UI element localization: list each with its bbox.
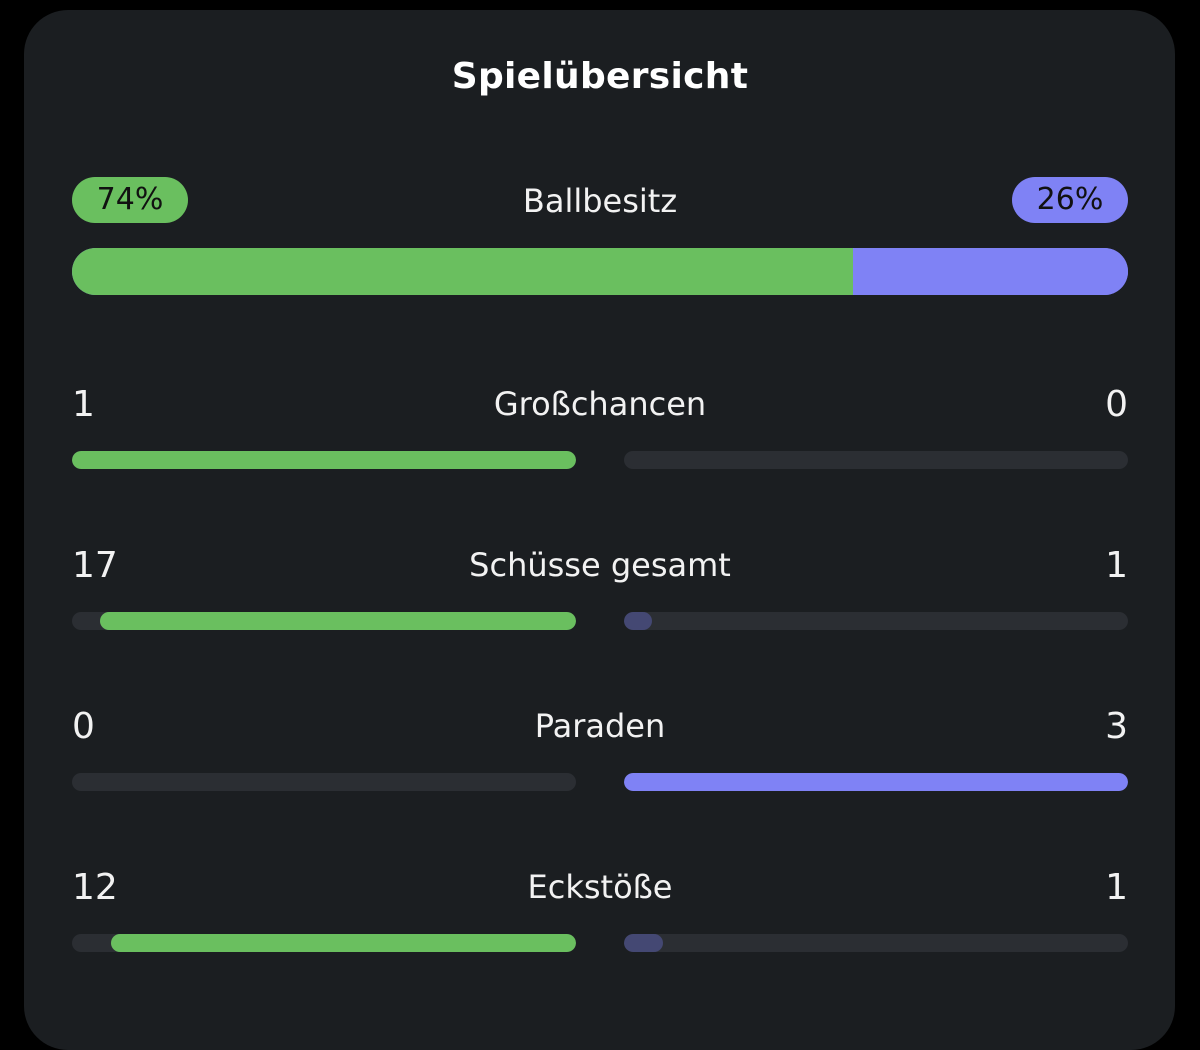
stat-home-value: 12 [72,867,118,908]
stat-away-bar [624,612,1128,630]
stat-home-value: 0 [72,706,95,747]
stat-home-value: 17 [72,545,118,586]
stat-label: Eckstöße [527,868,673,906]
stat-away-value: 1 [1105,867,1128,908]
stat-label: Großchancen [493,385,707,423]
stat-home-value: 1 [72,384,95,425]
stat-away-bar [624,773,1128,791]
stat-away-value: 1 [1105,545,1128,586]
stat-home-bar [72,773,576,791]
stat-home-bar-fill [100,612,576,630]
stat-home-bar [72,451,576,469]
stat-home-bar-fill [110,934,576,952]
possession-bar-home [72,248,854,295]
match-overview-card [24,10,1175,1050]
possession-label: Ballbesitz [522,182,678,220]
possession-bar-away [853,248,1128,295]
stat-away-value: 0 [1105,384,1128,425]
stat-away-value: 3 [1105,706,1128,747]
stat-label: Schüsse gesamt [469,546,731,584]
stat-home-bar [72,934,576,952]
stat-away-bar-fill [624,934,663,952]
stat-label: Paraden [534,707,666,745]
stat-away-bar [624,934,1128,952]
stat-home-bar [72,612,576,630]
stat-away-bar-fill [624,773,1128,791]
page-title: Spielübersicht [451,56,749,97]
stat-away-bar [624,451,1128,469]
away-possession-badge: 26% [1012,177,1128,223]
stat-home-bar-fill [72,451,576,469]
stat-away-bar-fill [624,612,653,630]
home-possession-badge: 74% [72,177,188,223]
possession-bar [72,248,1128,295]
